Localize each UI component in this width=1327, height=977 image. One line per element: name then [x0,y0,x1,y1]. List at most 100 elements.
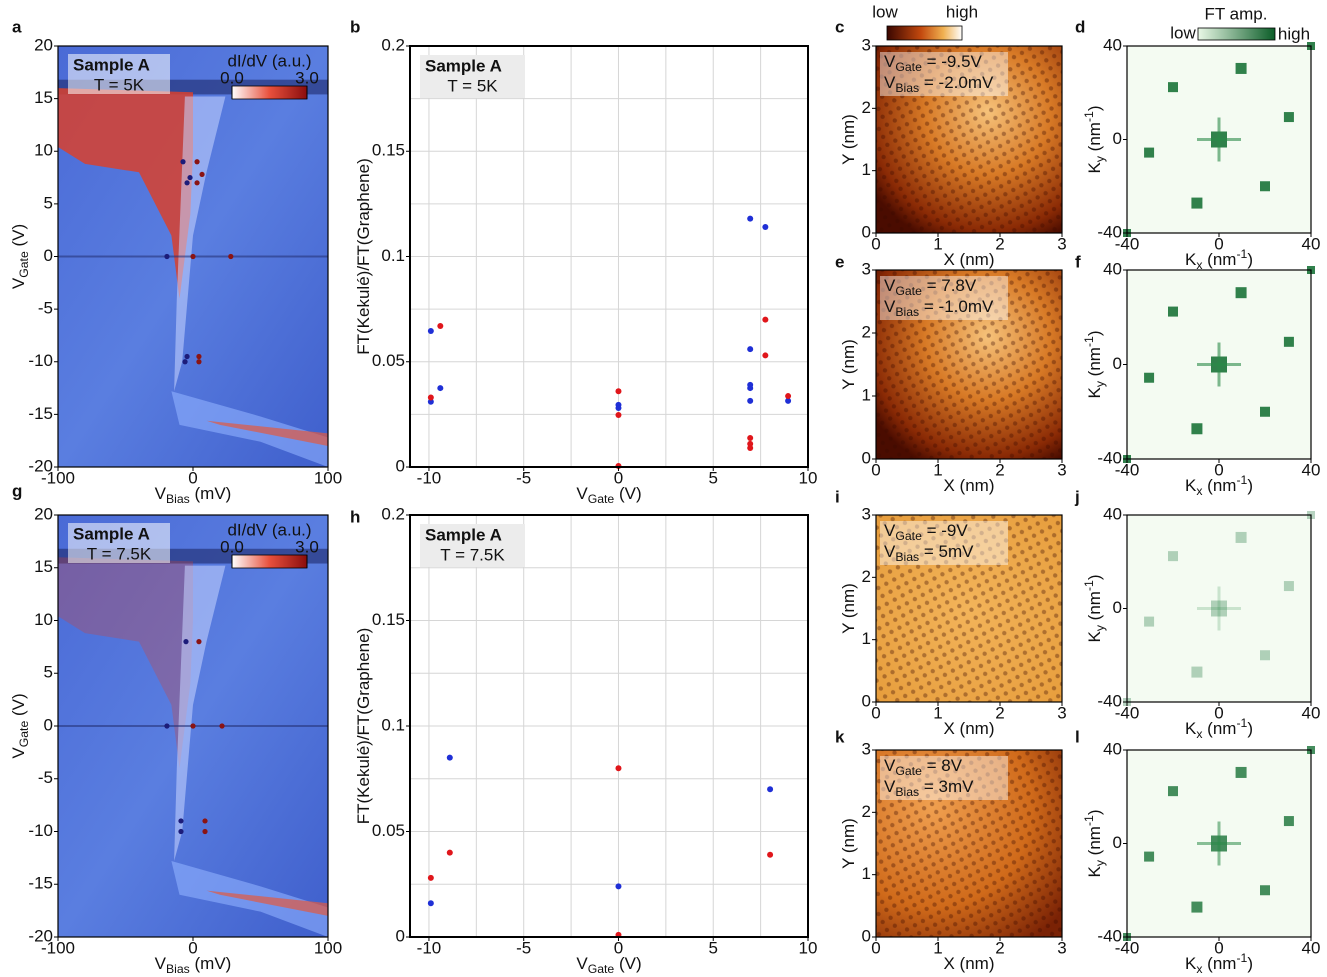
panel-letter: j [1074,487,1080,506]
fft-spot [1168,786,1178,797]
colorbar-label: low [1170,23,1196,42]
fft-spot [1144,147,1155,158]
annotation-box [880,521,1008,565]
x-axis-label-part: V [576,484,588,503]
panel-subtitle: T = 5K [447,76,498,95]
x-axis-label: Kx (nm-1) [1185,951,1253,976]
x-tick-label: 2 [995,703,1004,722]
x-axis-label-part: ) [1247,250,1253,269]
x-axis-label-part: K [1185,476,1197,495]
fft-spot [1283,336,1294,347]
lattice-texture [876,515,1062,702]
data-point [785,397,792,404]
x-axis-label-part: (mV) [190,484,232,503]
x-axis-label-part: ) [1247,476,1253,495]
y-tick-label: 15 [34,557,53,576]
y-axis-label-part: V [9,277,28,289]
y-tick-label: 0 [862,222,871,241]
y-tick-label: 20 [34,504,53,523]
x-axis-label-part: X (nm) [944,476,995,495]
y-axis-label-part: -1 [1082,111,1096,122]
annotation: VGate = -9.5V [884,52,983,74]
plot-frame [875,45,1063,234]
x-tick-label: -100 [41,468,75,487]
colorbar-label: dI/dV (a.u.) [227,51,311,70]
panel-title: Sample A [73,524,150,543]
x-tick-label: 5 [709,468,718,487]
annotation-part: = -1.0mV [919,297,994,316]
x-axis-label-part: K [1185,719,1197,738]
y-axis-label-part: (nm [1085,122,1104,156]
x-tick-label: 40 [1302,938,1321,957]
y-tick-label: 40 [1103,35,1122,54]
annotation: VBias = -1.0mV [884,297,994,319]
y-tick-label: 2 [862,322,871,341]
data-point [202,818,208,824]
colorbar-tick-label: 0.0 [220,537,244,556]
data-point [196,639,202,645]
y-tick-label: 0.15 [372,610,405,629]
data-point [427,328,434,335]
x-tick-label: 0 [1214,703,1223,722]
data-point [164,253,170,260]
x-tick-label: -10 [417,468,442,487]
x-tick-label: 0 [1214,938,1223,957]
x-axis-label-part: K [1185,954,1197,973]
y-tick-label: -20 [28,456,53,475]
fft-spot [1283,581,1294,592]
y-axis-label-part: -1 [1082,580,1096,591]
x-tick-label: 40 [1302,460,1321,479]
y-tick-label: 0 [1113,598,1122,617]
x-axis-label-part: x [1196,258,1202,272]
y-axis-label-part: FT(Kekulé)/FT(Graphene) [354,628,373,825]
x-axis-label-part: ) [1247,719,1253,738]
y-axis-label-part: y [1093,624,1107,631]
y-tick-label: 1 [862,160,871,179]
x-axis-label-part: (mV) [190,954,232,973]
y-axis-label-part: K [1085,387,1104,399]
x-tick-label: 1 [933,460,942,479]
y-tick-label: 1 [862,629,871,648]
y-tick-label: 15 [34,88,53,107]
x-tick-label: 5 [709,938,718,957]
y-tick-label: -5 [38,299,53,318]
x-tick-label: -5 [516,468,531,487]
y-tick-label: -15 [28,874,53,893]
x-tick-label: 3 [1057,234,1066,253]
x-tick-label: -5 [516,938,531,957]
y-axis-label-part: Gate [17,721,31,748]
y-tick-label: 0 [862,926,871,945]
y-tick-label: -40 [1097,448,1122,467]
x-axis-label-part: x [1196,962,1202,976]
x-axis-label: X (nm) [944,954,995,973]
title-box [420,55,525,98]
x-axis-label-part: -1 [1236,951,1247,965]
colorbar-tick-label: 3.0 [295,68,319,87]
panel-letter: h [350,507,360,526]
data-point [183,639,189,645]
y-axis-label-part: (nm [1085,347,1104,381]
x-axis-label: Kx (nm-1) [1185,247,1253,272]
data-point [762,316,769,323]
x-axis-label: Kx (nm-1) [1185,473,1253,498]
data-point [747,385,754,392]
x-tick-label: 40 [1302,234,1321,253]
y-tick-label: 5 [44,193,53,212]
fft-spot [1235,62,1247,74]
x-axis-label-part: -1 [1236,473,1247,487]
x-axis-label-part: (nm [1202,954,1236,973]
y-axis-label-part: (V) [9,693,28,720]
data-point [615,405,622,412]
fft-image [1127,515,1311,702]
data-point [747,445,754,452]
data-point [180,159,186,165]
y-axis-label: FT(Kekulé)/FT(Graphene) [354,158,373,355]
y-axis-label-part: (nm [1085,826,1104,860]
y-axis-label: Y (nm) [839,114,858,165]
x-tick-label: 3 [1057,938,1066,957]
y-tick-label: -10 [28,351,53,370]
fft-spot [1191,666,1203,678]
y-axis-label-part: y [1093,380,1107,387]
y-axis-label-part: ) [1085,574,1104,580]
